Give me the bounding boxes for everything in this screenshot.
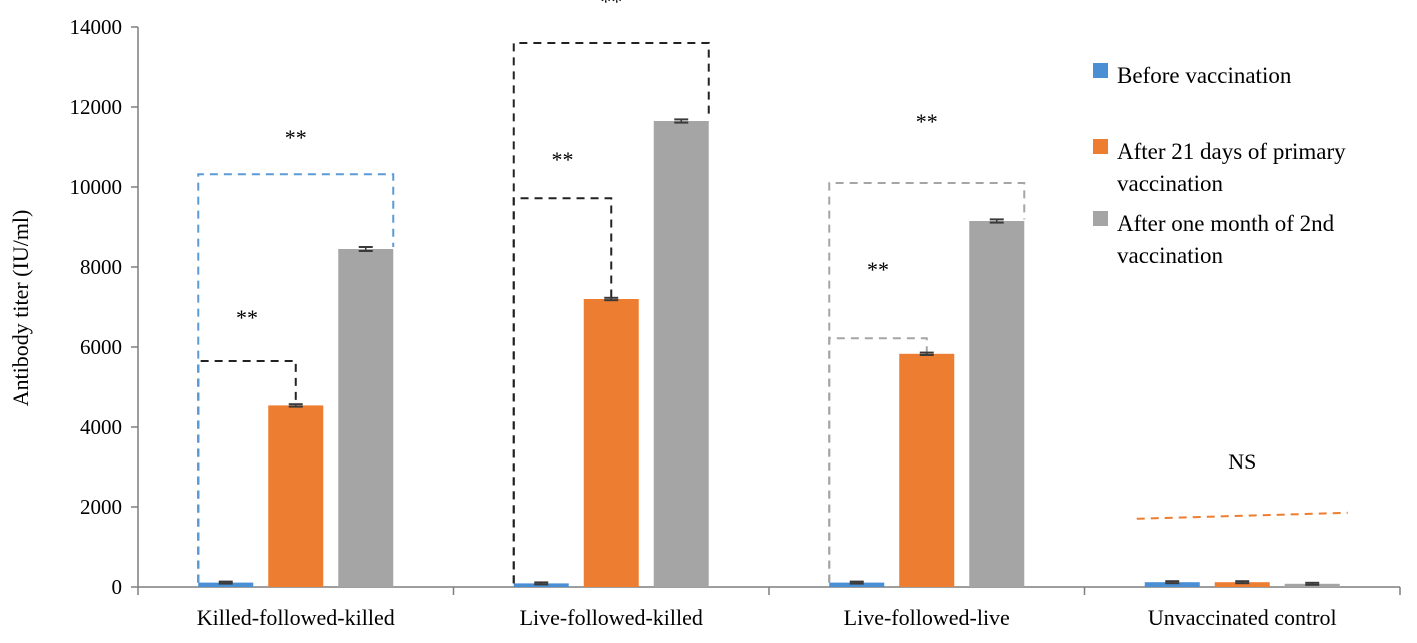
- significance-bracket: NS: [1136, 449, 1348, 520]
- error-bar: [358, 246, 373, 252]
- legend-swatch: [1093, 211, 1108, 226]
- y-tick-label: 10000: [70, 175, 123, 199]
- bar: [653, 121, 709, 587]
- error-bar: [218, 580, 233, 585]
- bracket-line: [197, 360, 297, 583]
- y-tick-label: 14000: [70, 15, 123, 39]
- bars: [198, 118, 1340, 587]
- significance-bracket: **: [828, 257, 928, 583]
- y-axis: 0 2000 4000 6000 8000 10000 12000 14000: [70, 15, 139, 599]
- significance-bracket: **: [197, 125, 395, 583]
- y-tick-label: 4000: [80, 415, 122, 439]
- y-tick-label: 2000: [80, 495, 122, 519]
- legend-item: After one month of 2nd vaccination: [1093, 211, 1335, 268]
- bracket-line: [197, 173, 395, 583]
- error-bar: [1235, 580, 1250, 585]
- legend-swatch: [1093, 63, 1108, 78]
- bar: [829, 582, 885, 587]
- error-bar: [989, 218, 1004, 224]
- significance-bracket: **: [828, 109, 1026, 583]
- significance-label: **: [916, 109, 938, 134]
- legend-label: After one month of 2nd vaccination: [1117, 211, 1335, 268]
- x-category-label: Killed-followed-killed: [197, 605, 395, 630]
- legend-label: Before vaccination: [1117, 63, 1292, 88]
- bar: [1144, 582, 1200, 587]
- legend-label: After 21 days of primary vaccination: [1117, 139, 1346, 196]
- legend-item: Before vaccination: [1093, 63, 1292, 88]
- ns-line: [1136, 511, 1348, 520]
- significance-bracket: **: [512, 0, 710, 584]
- bracket-line: [828, 182, 1026, 583]
- y-axis-label: Antibody titer (IU/ml): [8, 210, 33, 407]
- error-bar: [288, 403, 303, 408]
- significance-bracket: **: [512, 147, 613, 584]
- y-tick-label: 6000: [80, 335, 122, 359]
- error-bar: [1305, 581, 1320, 586]
- bar: [268, 405, 324, 587]
- significance-label: **: [600, 0, 622, 14]
- y-tick-label: 8000: [80, 255, 122, 279]
- bar: [969, 221, 1025, 587]
- x-axis: Killed-followed-killed Live-followed-kill…: [137, 586, 1401, 630]
- significance-label: **: [236, 305, 258, 330]
- error-bar: [849, 580, 864, 585]
- significance-brackets: ** ** ** ** ** ** NS: [197, 0, 1348, 584]
- significance-label: **: [552, 147, 574, 172]
- bar: [198, 582, 254, 587]
- y-tick-label: 0: [112, 575, 123, 599]
- bar: [583, 299, 639, 587]
- error-bar: [534, 581, 549, 586]
- error-bar: [604, 296, 619, 302]
- y-tick-label: 12000: [70, 95, 123, 119]
- error-bar: [674, 118, 689, 124]
- bar: [1214, 582, 1270, 587]
- significance-label: **: [867, 257, 889, 282]
- ns-label: NS: [1228, 449, 1256, 474]
- legend: Before vaccination After 21 days of prima…: [1093, 63, 1346, 268]
- error-bar: [919, 351, 934, 356]
- bar: [899, 353, 955, 587]
- x-category-label: Unvaccinated control: [1148, 605, 1337, 630]
- error-bar: [1165, 580, 1180, 585]
- significance-bracket: **: [197, 305, 297, 583]
- legend-item: After 21 days of primary vaccination: [1093, 139, 1346, 196]
- bracket-line: [512, 42, 710, 584]
- bracket-line: [512, 197, 613, 584]
- bar: [338, 249, 394, 587]
- x-category-label: Live-followed-live: [844, 605, 1010, 630]
- x-category-label: Live-followed-killed: [520, 605, 703, 630]
- legend-swatch: [1093, 139, 1108, 154]
- significance-label: **: [285, 125, 307, 150]
